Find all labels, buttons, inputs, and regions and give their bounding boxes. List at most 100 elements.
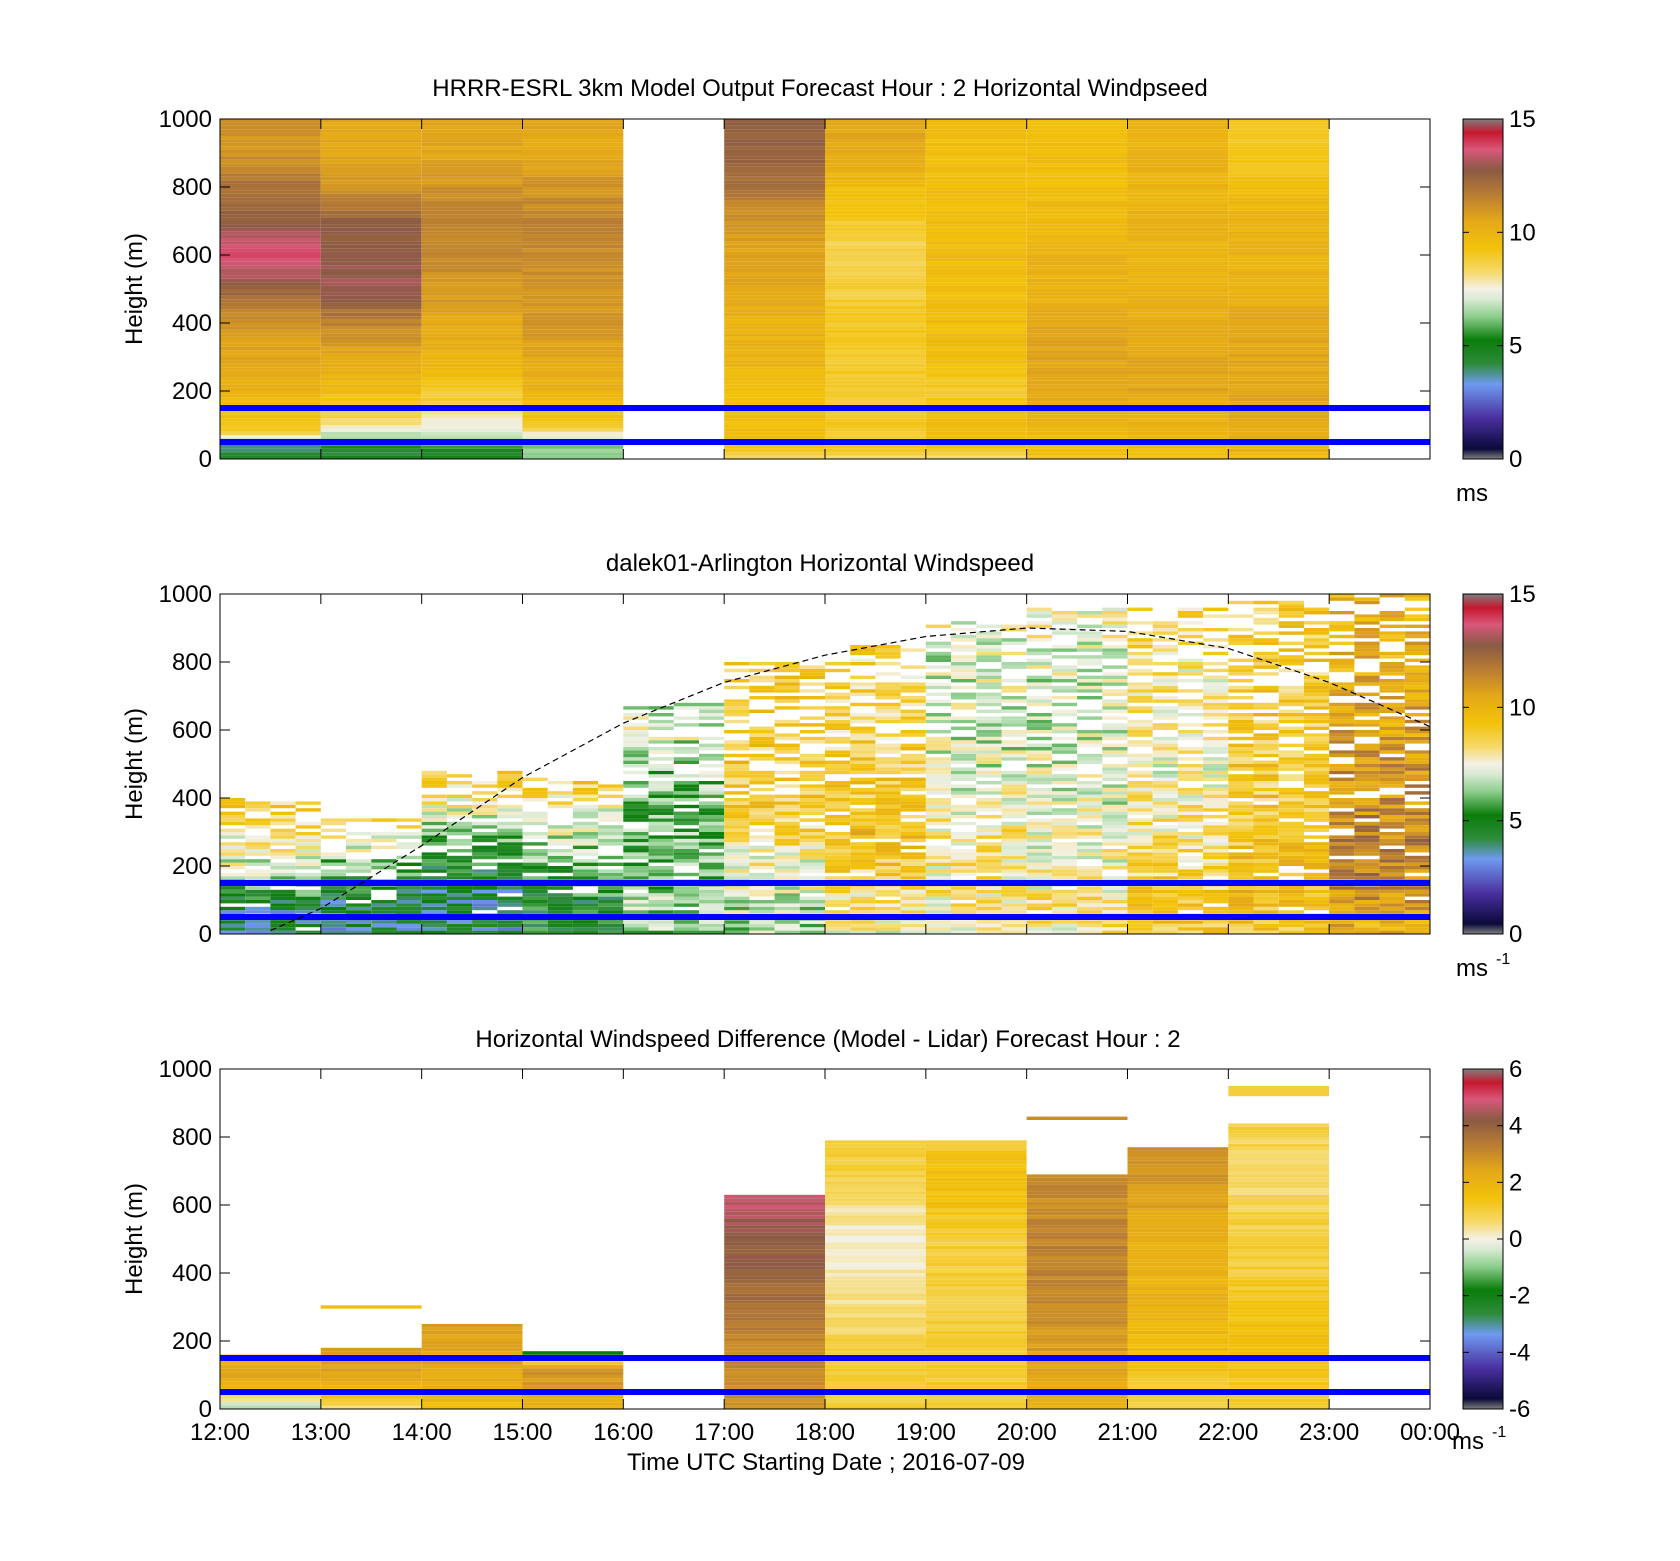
- lidar-cell: [749, 757, 775, 761]
- lidar-cell: [421, 855, 447, 860]
- lidar-cell: [1379, 655, 1405, 659]
- heatmap-cell: [724, 1269, 825, 1273]
- lidar-cell: [976, 747, 1002, 751]
- lidar-cell: [749, 906, 775, 911]
- lidar-cell: [1102, 706, 1128, 710]
- lidar-cell: [1253, 781, 1279, 785]
- heatmap-cell: [1026, 1211, 1128, 1216]
- lidar-cell: [1203, 886, 1229, 890]
- lidar-cell: [1051, 750, 1078, 754]
- lidar-cell: [951, 702, 977, 707]
- lidar-cell: [270, 872, 296, 877]
- lidar-cell: [371, 927, 397, 931]
- lidar-cell: [295, 859, 321, 863]
- heatmap-cell: [724, 1201, 825, 1205]
- heatmap-cell: [825, 159, 926, 164]
- lidar-cell: [699, 801, 725, 805]
- lidar-cell: [976, 876, 1002, 880]
- lidar-cell: [623, 849, 649, 853]
- lidar-cell: [1304, 641, 1330, 645]
- lidar-cell: [951, 787, 977, 792]
- lidar-cell: [951, 852, 977, 856]
- lidar-cell: [1102, 611, 1128, 615]
- lidar-cell: [1379, 811, 1405, 815]
- heatmap-cell: [220, 414, 321, 419]
- heatmap-cell: [825, 316, 926, 320]
- lidar-cell: [1127, 730, 1153, 734]
- heatmap-cell: [320, 231, 422, 235]
- heatmap-cell: [1026, 1351, 1128, 1355]
- heatmap-cell: [421, 187, 523, 191]
- heatmap-cell: [1127, 1381, 1229, 1386]
- heatmap-cell: [1026, 1395, 1128, 1399]
- heatmap-cell: [1127, 295, 1229, 300]
- lidar-cell: [1127, 811, 1153, 815]
- lidar-cell: [497, 828, 523, 832]
- lidar-cell: [951, 927, 977, 931]
- lidar-cell: [497, 821, 523, 826]
- lidar-cell: [1102, 910, 1128, 914]
- heatmap-cell: [724, 1249, 825, 1253]
- lidar-cell: [673, 849, 699, 853]
- lidar-cell: [749, 675, 775, 679]
- lidar-cell: [1026, 743, 1052, 747]
- lidar-cell: [825, 726, 851, 730]
- lidar-cell: [572, 876, 599, 880]
- heatmap-cell: [320, 227, 422, 232]
- lidar-cell: [900, 845, 926, 849]
- lidar-cell: [1228, 757, 1254, 761]
- lidar-cell: [875, 825, 901, 829]
- heatmap-cell: [825, 1160, 926, 1165]
- lidar-cell: [673, 760, 699, 764]
- heatmap-cell: [724, 1262, 825, 1267]
- heatmap-cell: [1127, 340, 1229, 344]
- lidar-cell: [648, 750, 674, 754]
- heatmap-cell: [1127, 187, 1229, 191]
- lidar-cell: [673, 818, 699, 822]
- heatmap-cell: [925, 391, 1027, 395]
- heatmap-cell: [320, 326, 422, 330]
- lidar-cell: [1203, 716, 1229, 720]
- lidar-cell: [346, 886, 372, 890]
- lidar-cell: [1404, 597, 1430, 601]
- lidar-cell: [1304, 716, 1330, 720]
- lidar-cell: [951, 760, 977, 764]
- lidar-cell: [1354, 869, 1380, 873]
- lidar-cell: [472, 872, 498, 877]
- lidar-cell: [1379, 818, 1405, 822]
- x-tick-label: 18:00: [795, 1419, 855, 1446]
- heatmap-cell: [522, 207, 624, 211]
- lidar-cell: [1102, 743, 1128, 747]
- heatmap-cell: [1228, 1381, 1330, 1386]
- heatmap-cell: [1026, 1334, 1128, 1338]
- lidar-cell: [1177, 668, 1204, 673]
- lidar-cell: [1051, 631, 1078, 635]
- lidar-cell: [925, 869, 951, 873]
- lidar-cell: [270, 862, 296, 866]
- lidar-cell: [1001, 811, 1027, 815]
- lidar-cell: [1278, 614, 1304, 618]
- lidar-cell: [875, 893, 901, 897]
- heatmap-cell: [724, 1310, 825, 1314]
- lidar-cell: [1278, 855, 1304, 860]
- heatmap-cell: [825, 1242, 926, 1246]
- heatmap-cell: [724, 1273, 825, 1277]
- lidar-cell: [623, 808, 649, 812]
- lidar-cell: [774, 733, 800, 737]
- heatmap-cell: [522, 248, 624, 252]
- lidar-cell: [951, 920, 977, 924]
- lidar-cell: [648, 866, 674, 870]
- x-tick-label: 16:00: [593, 1419, 653, 1446]
- heatmap-cell: [522, 1375, 624, 1379]
- lidar-cell: [220, 842, 246, 846]
- lidar-cell: [1152, 706, 1178, 710]
- heatmap-cell: [1228, 1320, 1330, 1324]
- lidar-cell: [220, 862, 246, 866]
- lidar-cell: [1404, 702, 1430, 707]
- lidar-cell: [1404, 696, 1430, 700]
- heatmap-cell: [522, 214, 624, 218]
- heatmap-cell: [925, 1341, 1027, 1345]
- heatmap-cell: [1228, 316, 1330, 320]
- lidar-cell: [371, 920, 397, 924]
- heatmap-cell: [825, 1177, 926, 1182]
